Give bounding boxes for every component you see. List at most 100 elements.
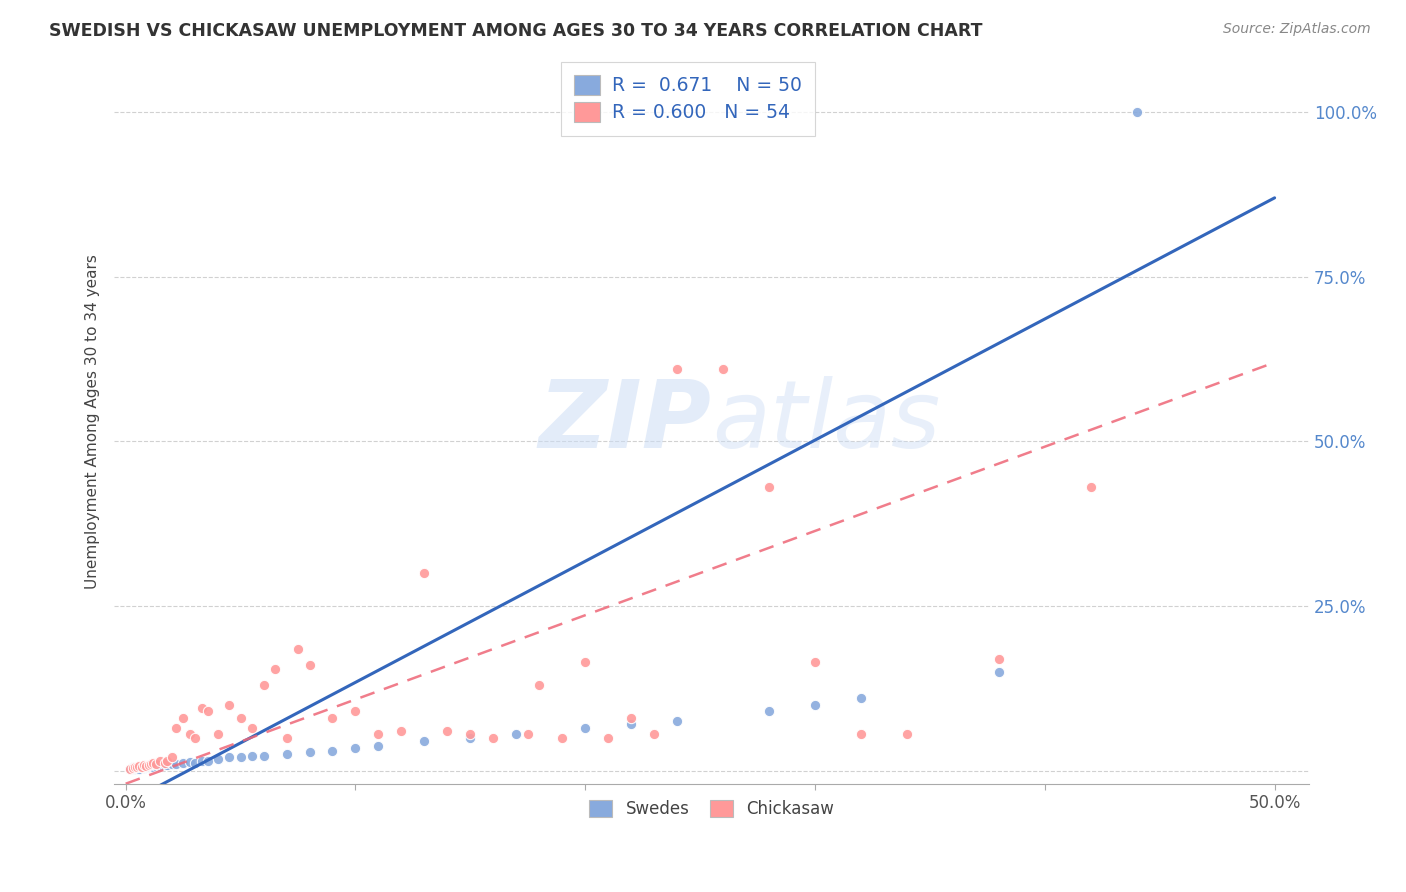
Point	[436, 724, 458, 739]
Point	[149, 759, 172, 773]
Point	[135, 759, 157, 773]
Text: Source: ZipAtlas.com: Source: ZipAtlas.com	[1223, 22, 1371, 37]
Point	[298, 658, 321, 673]
Point	[138, 758, 160, 772]
Point	[321, 711, 343, 725]
Point	[482, 731, 505, 745]
Point	[804, 698, 827, 712]
Y-axis label: Unemployment Among Ages 30 to 34 years: Unemployment Among Ages 30 to 34 years	[86, 254, 100, 589]
Point	[367, 739, 389, 753]
Point	[135, 760, 157, 774]
Point	[124, 760, 146, 774]
Text: SWEDISH VS CHICKASAW UNEMPLOYMENT AMONG AGES 30 TO 34 YEARS CORRELATION CHART: SWEDISH VS CHICKASAW UNEMPLOYMENT AMONG …	[49, 22, 983, 40]
Point	[127, 759, 149, 773]
Point	[666, 714, 689, 729]
Point	[321, 744, 343, 758]
Point	[132, 761, 155, 775]
Point	[127, 760, 149, 774]
Point	[131, 759, 153, 773]
Point	[252, 678, 274, 692]
Point	[574, 721, 596, 735]
Point	[758, 481, 780, 495]
Point	[529, 678, 551, 692]
Point	[124, 759, 146, 773]
Point	[505, 727, 527, 741]
Point	[229, 750, 252, 764]
Legend: Swedes, Chickasaw: Swedes, Chickasaw	[581, 791, 842, 826]
Point	[620, 717, 643, 731]
Point	[413, 566, 436, 580]
Point	[298, 745, 321, 759]
Point	[142, 756, 165, 770]
Point	[127, 761, 149, 775]
Point	[121, 762, 143, 776]
Point	[146, 758, 169, 772]
Point	[172, 756, 194, 770]
Point	[128, 762, 150, 776]
Point	[987, 651, 1010, 665]
Point	[190, 701, 212, 715]
Point	[145, 756, 167, 771]
Point	[413, 734, 436, 748]
Point	[121, 761, 143, 775]
Point	[197, 754, 219, 768]
Point	[1125, 105, 1147, 120]
Point	[344, 740, 367, 755]
Point	[276, 731, 298, 745]
Point	[643, 727, 665, 741]
Point	[128, 759, 150, 773]
Point	[183, 731, 205, 745]
Point	[218, 750, 240, 764]
Point	[896, 727, 918, 741]
Point	[598, 731, 620, 745]
Point	[139, 759, 162, 773]
Text: atlas: atlas	[711, 376, 939, 467]
Point	[165, 756, 187, 771]
Point	[344, 704, 367, 718]
Point	[142, 759, 165, 773]
Point	[131, 760, 153, 774]
Point	[276, 747, 298, 761]
Point	[240, 749, 263, 764]
Point	[460, 727, 482, 741]
Point	[666, 362, 689, 376]
Point	[620, 711, 643, 725]
Point	[574, 655, 596, 669]
Point	[160, 750, 183, 764]
Point	[218, 698, 240, 712]
Point	[516, 727, 538, 741]
Point	[460, 731, 482, 745]
Point	[120, 762, 142, 776]
Point	[207, 752, 229, 766]
Point	[132, 759, 155, 773]
Point	[156, 758, 179, 772]
Point	[849, 691, 872, 706]
Point	[121, 760, 143, 774]
Point	[367, 727, 389, 741]
Point	[128, 759, 150, 773]
Point	[156, 754, 179, 768]
Point	[758, 704, 780, 718]
Point	[207, 727, 229, 741]
Point	[165, 721, 187, 735]
Point	[987, 665, 1010, 679]
Point	[1080, 481, 1102, 495]
Point	[139, 756, 162, 771]
Point	[849, 727, 872, 741]
Point	[183, 756, 205, 770]
Point	[138, 759, 160, 773]
Point	[240, 721, 263, 735]
Point	[190, 754, 212, 768]
Point	[229, 711, 252, 725]
Point	[152, 758, 174, 772]
Point	[145, 759, 167, 773]
Point	[179, 755, 201, 769]
Point	[179, 727, 201, 741]
Point	[264, 661, 287, 675]
Point	[153, 756, 176, 770]
Point	[287, 641, 309, 656]
Point	[252, 749, 274, 764]
Point	[124, 762, 146, 776]
Point	[160, 756, 183, 771]
Point	[172, 711, 194, 725]
